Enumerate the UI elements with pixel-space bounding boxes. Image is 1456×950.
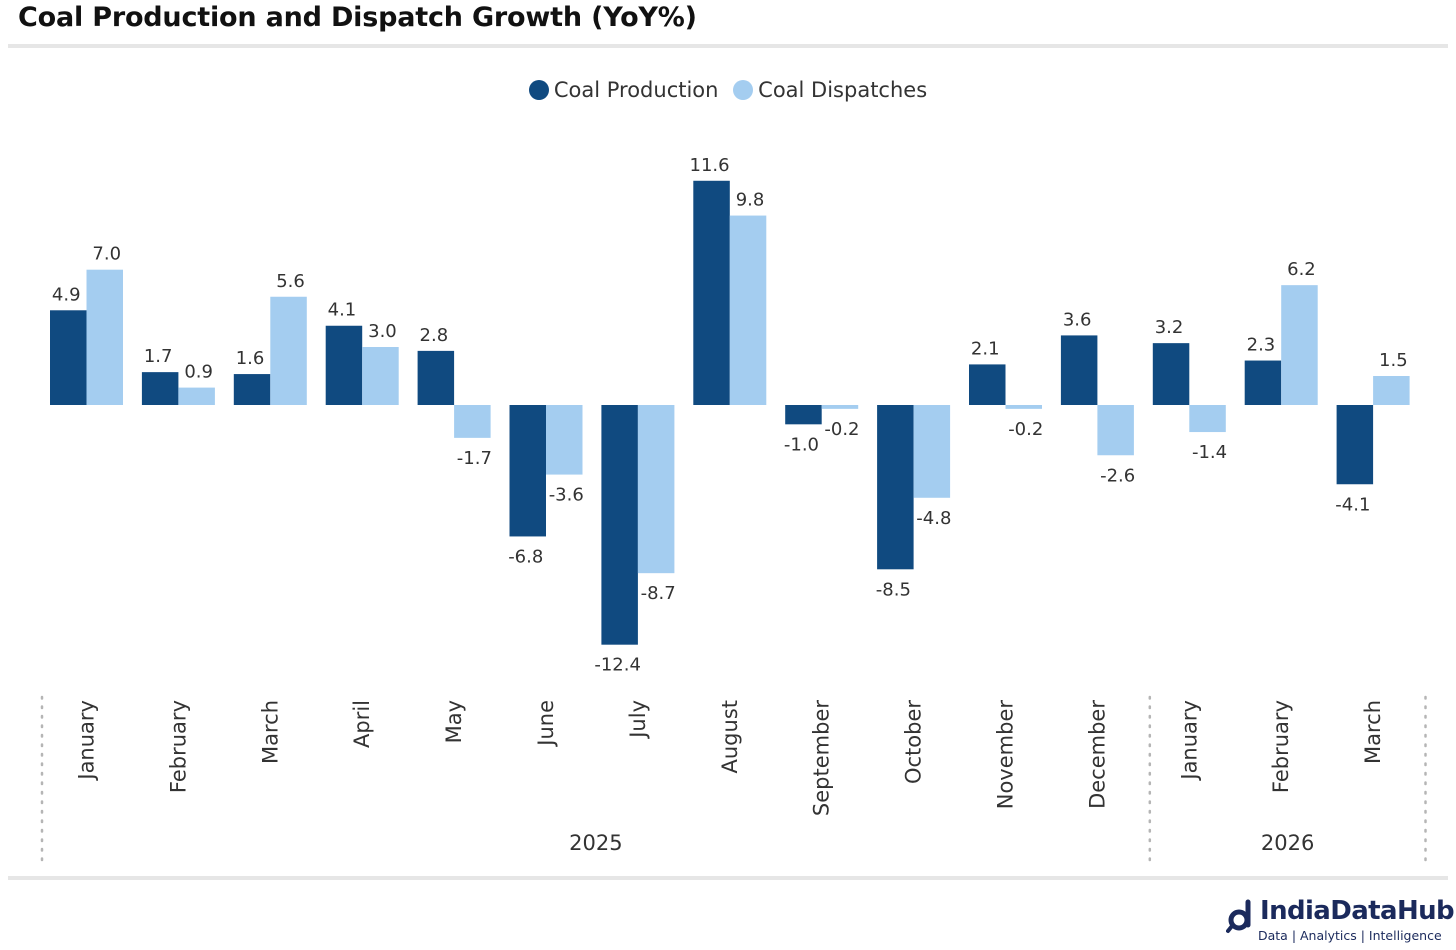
data-label-dispatches: -2.6 bbox=[1100, 465, 1135, 486]
x-tick-label: October bbox=[902, 700, 926, 784]
data-label-dispatches: 3.0 bbox=[368, 321, 397, 342]
data-label-dispatches: 5.6 bbox=[276, 271, 305, 292]
bar-dispatches bbox=[729, 215, 767, 405]
bar-production bbox=[1060, 335, 1098, 405]
bar-production bbox=[509, 405, 546, 537]
group-label: 2025 bbox=[569, 831, 622, 855]
legend-swatch-dispatches bbox=[733, 80, 754, 100]
brand-name: IndiaDataHub bbox=[1260, 896, 1455, 926]
bar-dispatches bbox=[270, 296, 307, 405]
legend-item-dispatches[interactable]: Coal Dispatches bbox=[733, 78, 927, 102]
x-tick-label: June bbox=[534, 700, 558, 748]
data-label-production: 3.6 bbox=[1063, 309, 1092, 330]
bar-production bbox=[969, 364, 1006, 405]
data-label-dispatches: -1.4 bbox=[1192, 442, 1227, 463]
legend-label-production: Coal Production bbox=[553, 78, 719, 102]
data-label-production: 4.1 bbox=[328, 300, 357, 321]
data-label-dispatches: -0.2 bbox=[1008, 419, 1043, 440]
bar-production bbox=[325, 325, 363, 405]
data-label-production: 4.9 bbox=[52, 284, 81, 305]
data-label-production: 11.6 bbox=[690, 155, 730, 176]
bar-production bbox=[141, 372, 179, 405]
data-label-production: 1.7 bbox=[144, 346, 173, 367]
data-label-production: 1.6 bbox=[236, 348, 265, 369]
bar-dispatches bbox=[178, 387, 215, 405]
data-label-production: 2.1 bbox=[971, 338, 1000, 359]
bar-dispatches bbox=[913, 405, 951, 498]
data-label-production: 2.8 bbox=[420, 325, 449, 346]
data-label-dispatches: -3.6 bbox=[549, 485, 584, 506]
x-tick-label: May bbox=[442, 700, 466, 743]
chart-title: Coal Production and Dispatch Growth (YoY… bbox=[18, 2, 697, 33]
data-label-production: 2.3 bbox=[1247, 335, 1276, 356]
bar-production bbox=[50, 310, 87, 405]
data-label-production: -1.0 bbox=[784, 434, 819, 455]
x-tick-label: August bbox=[718, 700, 742, 774]
x-tick-label: February bbox=[1269, 700, 1293, 793]
bar-dispatches bbox=[1097, 405, 1134, 456]
data-label-dispatches: 1.5 bbox=[1379, 350, 1408, 371]
data-label-dispatches: -8.7 bbox=[641, 583, 676, 604]
footer-divider bbox=[8, 876, 1448, 880]
brand-tagline: Data | Analytics | Intelligence bbox=[1258, 928, 1442, 943]
x-tick-label: January bbox=[1177, 700, 1201, 782]
group-label: 2026 bbox=[1261, 831, 1314, 855]
data-label-dispatches: 9.8 bbox=[736, 190, 765, 211]
bar-production bbox=[417, 350, 455, 405]
x-tick-label: February bbox=[166, 700, 190, 793]
bar-production bbox=[1244, 360, 1282, 405]
data-label-dispatches: 6.2 bbox=[1287, 259, 1316, 280]
bar-dispatches bbox=[1373, 376, 1410, 405]
bar-production bbox=[1336, 405, 1374, 485]
data-label-dispatches: 7.0 bbox=[92, 244, 121, 265]
x-tick-label: September bbox=[810, 700, 834, 816]
x-tick-label: December bbox=[1085, 700, 1109, 809]
header-divider bbox=[8, 44, 1448, 48]
data-label-dispatches: -4.8 bbox=[916, 508, 951, 529]
bar-dispatches bbox=[86, 269, 123, 405]
bar-dispatches bbox=[362, 347, 399, 405]
x-tick-label: July bbox=[626, 700, 650, 740]
data-label-production: -6.8 bbox=[508, 546, 543, 567]
bar-dispatches bbox=[821, 405, 859, 409]
x-tick-label: November bbox=[994, 700, 1018, 810]
data-label-production: 3.2 bbox=[1155, 317, 1184, 338]
data-label-dispatches: -1.7 bbox=[457, 448, 492, 469]
x-tick-label: January bbox=[75, 700, 99, 782]
bar-chart: 4.9 1.7 1.6 4.1 2.8 -6.8 -12.4 11.6 -1.0 -8.5 2.1 3… bbox=[40, 155, 1427, 864]
data-label-dispatches: -0.2 bbox=[824, 419, 859, 440]
data-label-dispatches: 0.9 bbox=[184, 362, 213, 383]
bar-dispatches bbox=[1005, 405, 1042, 409]
bar-dispatches bbox=[454, 405, 491, 438]
brand-logo: IndiaDataHub Data | Analytics | Intellig… bbox=[1226, 896, 1455, 946]
data-label-production: -4.1 bbox=[1335, 494, 1370, 515]
legend-item-production[interactable]: Coal Production bbox=[528, 78, 719, 102]
bar-production bbox=[785, 405, 822, 425]
legend-swatch-production bbox=[528, 80, 549, 100]
bar-dispatches bbox=[1189, 405, 1226, 433]
bar-dispatches bbox=[546, 405, 583, 475]
bar-production bbox=[877, 405, 914, 570]
bar-production bbox=[693, 180, 730, 405]
bar-production bbox=[601, 405, 638, 645]
x-tick-label: March bbox=[1361, 700, 1385, 764]
data-label-production: -12.4 bbox=[594, 655, 641, 676]
bar-production bbox=[1152, 343, 1190, 405]
bar-dispatches bbox=[637, 405, 675, 574]
x-tick-label: March bbox=[258, 700, 282, 764]
bar-dispatches bbox=[1281, 285, 1318, 405]
legend-label-dispatches: Coal Dispatches bbox=[758, 78, 928, 102]
chart-legend: Coal Production Coal Dispatches bbox=[0, 78, 1456, 105]
bar-production bbox=[233, 374, 271, 405]
indiadatahub-logo-icon bbox=[1226, 899, 1251, 933]
data-label-production: -8.5 bbox=[876, 579, 911, 600]
x-tick-label: April bbox=[350, 700, 374, 748]
